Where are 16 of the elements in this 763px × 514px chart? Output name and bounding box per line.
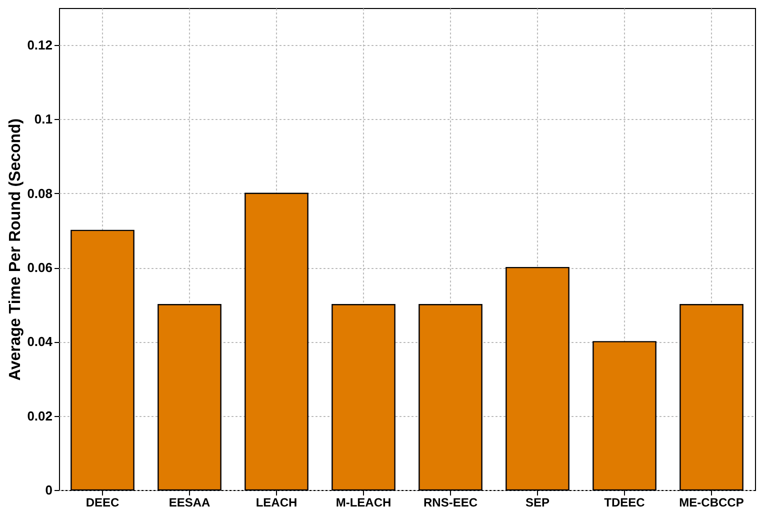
x-tick-label: EESAA — [168, 496, 211, 510]
x-tick-label: M-LEACH — [336, 496, 392, 510]
x-tick-label: RNS-EEC — [423, 496, 478, 510]
y-tick-label: 0.04 — [27, 334, 54, 350]
x-tick-label: SEP — [525, 496, 550, 510]
y-tick-label: 0.02 — [27, 408, 52, 424]
x-tick-label: LEACH — [256, 496, 298, 510]
x-tick-label: DEEC — [86, 496, 120, 510]
y-axis-title: Average Time Per Round (Second) — [7, 118, 24, 381]
y-tick-label: 0.1 — [34, 112, 52, 127]
x-tick-label: ME-CBCCP — [679, 496, 744, 510]
x-tick-label: TDEEC — [604, 496, 646, 510]
y-tick-label: 0.12 — [27, 38, 52, 53]
y-tick-label: 0.06 — [27, 260, 52, 276]
y-tick-label: 0.08 — [27, 186, 52, 201]
y-tick-label: 0 — [45, 482, 52, 498]
